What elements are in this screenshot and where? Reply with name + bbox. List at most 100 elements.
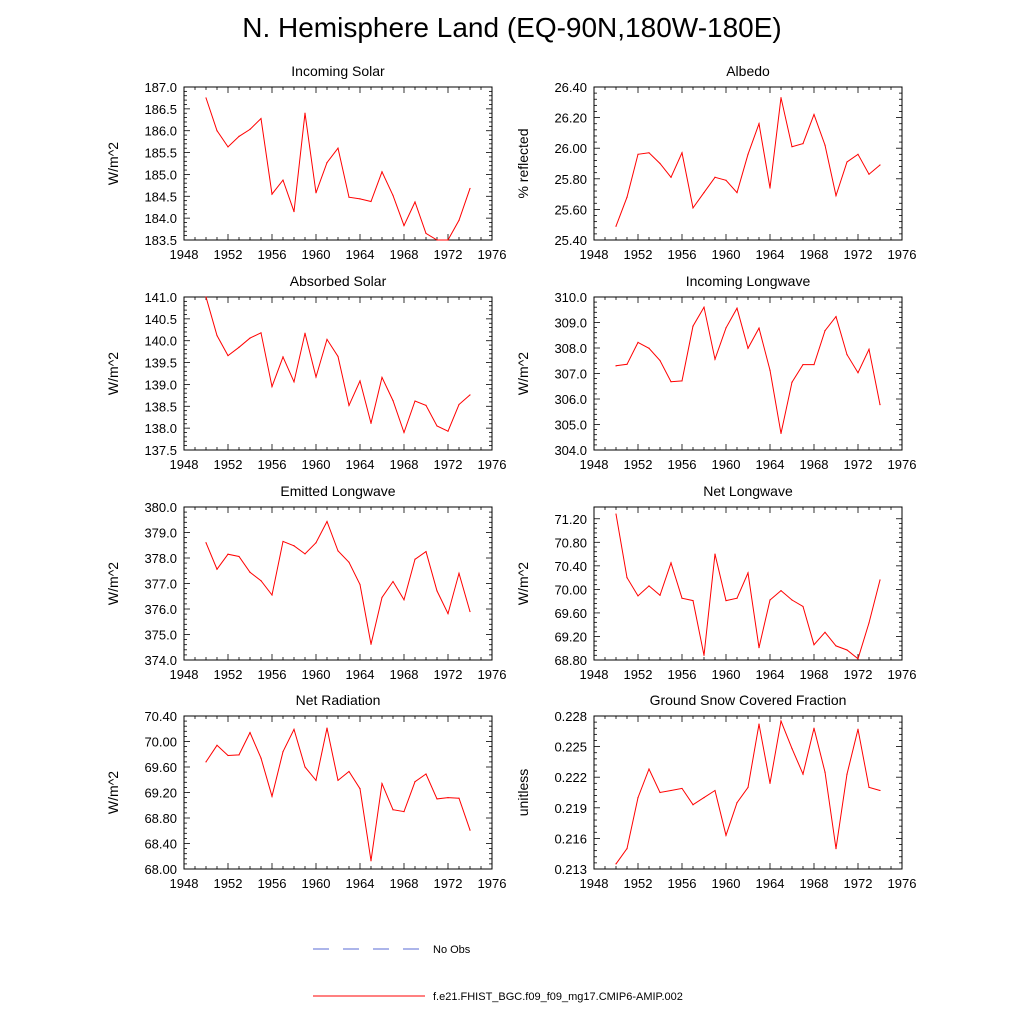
y-axis-label: W/m^2 [105, 562, 121, 605]
data-point [780, 589, 782, 592]
panel-title: Incoming Solar [291, 63, 385, 79]
data-point [879, 789, 881, 792]
data-point [249, 337, 251, 339]
y-tick-label: 304.0 [554, 443, 587, 458]
series-line [205, 97, 471, 241]
data-point [282, 540, 284, 543]
y-tick-label: 69.60 [144, 760, 177, 775]
data-point [326, 520, 328, 523]
data-point [315, 376, 317, 378]
data-point [736, 597, 738, 599]
y-tick-label: 68.80 [554, 653, 587, 668]
data-point [670, 176, 672, 178]
y-tick-label: 185.0 [144, 167, 177, 182]
x-tick-label: 1976 [478, 876, 507, 891]
data-point [216, 130, 218, 132]
data-point [736, 307, 738, 309]
panel-title: Emitted Longwave [280, 483, 395, 499]
data-point [846, 773, 848, 775]
data-point [637, 797, 639, 799]
x-tick-label: 1956 [258, 247, 287, 262]
data-point [425, 404, 427, 407]
data-point [835, 645, 837, 647]
data-point [216, 568, 218, 570]
panel-title: Albedo [726, 63, 770, 79]
x-tick-label: 1960 [302, 457, 331, 472]
data-point [703, 797, 705, 799]
data-point [736, 191, 738, 194]
data-point [414, 781, 416, 783]
data-point [813, 727, 815, 729]
x-tick-label: 1968 [800, 667, 829, 682]
data-point [260, 757, 262, 759]
plot-frame [183, 86, 493, 241]
y-axis-label: W/m^2 [105, 352, 121, 395]
data-point [392, 400, 394, 402]
x-tick-label: 1956 [668, 457, 697, 472]
x-tick-label: 1972 [434, 457, 463, 472]
data-point [249, 571, 251, 573]
data-point [857, 372, 859, 374]
x-tick-label: 1948 [580, 667, 609, 682]
y-tick-label: 70.40 [554, 559, 587, 574]
x-tick-label: 1964 [756, 667, 785, 682]
data-point [282, 356, 284, 358]
x-tick-label: 1960 [712, 457, 741, 472]
y-tick-label: 0.219 [554, 801, 587, 816]
x-tick-label: 1960 [302, 876, 331, 891]
y-tick-label: 377.0 [144, 577, 177, 592]
data-point [681, 152, 683, 154]
x-tick-label: 1976 [888, 876, 917, 891]
data-point [824, 144, 826, 146]
x-tick-label: 1956 [258, 876, 287, 891]
data-point [403, 811, 405, 813]
data-point [370, 860, 372, 862]
data-point [835, 848, 837, 850]
x-tick-label: 1948 [580, 876, 609, 891]
data-point [648, 152, 650, 154]
y-tick-label: 70.00 [144, 735, 177, 750]
plot-frame [183, 506, 493, 661]
x-tick-label: 1972 [434, 876, 463, 891]
plot-frame [593, 296, 903, 451]
x-tick-label: 1964 [346, 876, 375, 891]
x-tick-label: 1956 [258, 457, 287, 472]
y-tick-label: 25.80 [554, 172, 587, 187]
y-tick-label: 25.40 [554, 233, 587, 248]
data-point [436, 798, 438, 800]
x-tick-label: 1964 [756, 457, 785, 472]
x-tick-label: 1972 [844, 457, 873, 472]
y-tick-label: 139.5 [144, 356, 177, 371]
data-point [282, 751, 284, 753]
data-point [348, 770, 350, 773]
data-point [469, 610, 471, 613]
data-point [846, 161, 848, 163]
data-point [758, 723, 760, 725]
x-tick-label: 1976 [888, 667, 917, 682]
x-tick-label: 1948 [170, 876, 199, 891]
data-point [326, 338, 328, 341]
data-point [857, 153, 859, 155]
x-tick-label: 1952 [214, 667, 243, 682]
data-point [304, 766, 306, 768]
x-tick-label: 1964 [346, 247, 375, 262]
x-tick-label: 1968 [390, 457, 419, 472]
y-tick-label: 137.5 [144, 443, 177, 458]
plot-frame [183, 296, 493, 451]
data-point [348, 196, 350, 198]
data-point [293, 381, 295, 383]
data-point [425, 551, 427, 553]
y-tick-label: 309.0 [554, 316, 587, 331]
x-tick-label: 1956 [668, 247, 697, 262]
y-tick-label: 0.228 [554, 709, 587, 724]
data-point [780, 432, 782, 435]
data-point [846, 354, 848, 356]
data-point [780, 720, 782, 722]
x-tick-label: 1960 [302, 667, 331, 682]
data-point [714, 358, 716, 360]
data-point [692, 207, 694, 209]
data-point [260, 117, 262, 120]
x-tick-label: 1972 [844, 667, 873, 682]
data-point [703, 306, 705, 308]
data-point [648, 768, 650, 770]
